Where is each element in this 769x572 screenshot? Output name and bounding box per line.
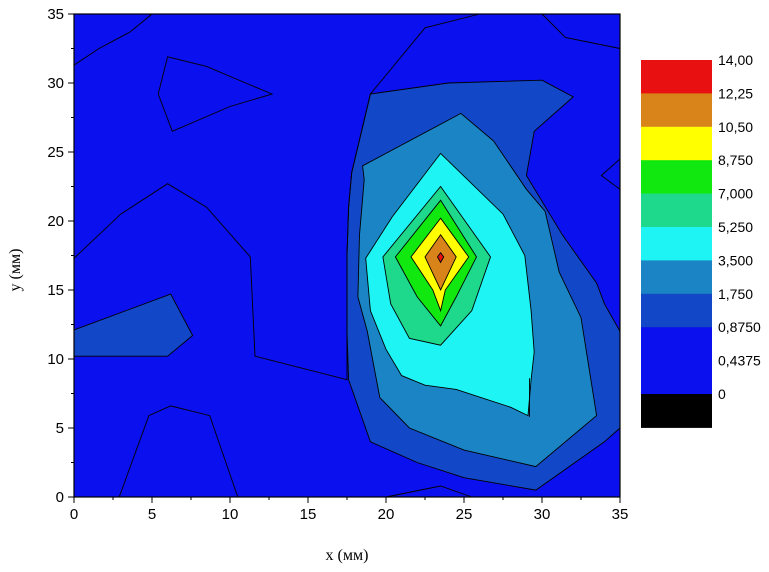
y-tick-label-4: 20: [47, 213, 64, 230]
legend-label-6: 3,500: [718, 252, 753, 268]
color-legend: 14,00 12,25 10,50 8,750 7,000 5,250 3,500 1,750…: [641, 52, 761, 428]
legend-label-8: 0,8750: [718, 319, 761, 335]
legend-label-4: 7,000: [718, 186, 753, 202]
legend-label-5: 5,250: [718, 219, 753, 235]
legend-swatch-9: [641, 361, 712, 395]
legend-swatch-0: [641, 60, 712, 94]
legend-swatch-7: [641, 294, 712, 328]
y-tick-label-5: 25: [47, 144, 64, 161]
x-tick-label-3: 15: [300, 506, 317, 523]
legend-swatch-5: [641, 227, 712, 261]
x-tick-label-6: 30: [534, 506, 551, 523]
legend-label-3: 8,750: [718, 152, 753, 168]
x-tick-label-1: 5: [148, 506, 156, 523]
legend-swatch-6: [641, 260, 712, 294]
legend-swatch-4: [641, 194, 712, 228]
legend-label-7: 1,750: [718, 286, 753, 302]
legend-label-10: 0: [718, 386, 726, 402]
y-tick-label-2: 10: [47, 351, 64, 368]
y-tick-label-6: 30: [47, 75, 64, 92]
x-tick-label-2: 10: [222, 506, 239, 523]
y-tick-label-3: 15: [47, 282, 64, 299]
legend-swatch-8: [641, 327, 712, 361]
legend-label-9: 0,4375: [718, 353, 761, 369]
x-tick-label-4: 20: [378, 506, 395, 523]
legend-label-0: 14,00: [718, 52, 753, 68]
x-tick-label-5: 25: [456, 506, 473, 523]
x-axis-label: x (мм): [326, 547, 369, 564]
y-tick-label-1: 5: [56, 420, 64, 437]
legend-swatch-1: [641, 93, 712, 127]
legend-swatch-10: [641, 394, 712, 428]
legend-label-1: 12,25: [718, 85, 753, 101]
legend-swatch-2: [641, 127, 712, 161]
y-tick-label-0: 0: [56, 489, 64, 506]
legend-label-2: 10,50: [718, 119, 753, 135]
y-tick-label-7: 35: [47, 6, 64, 23]
x-tick-label-7: 35: [612, 506, 629, 523]
y-axis-label: y (мм): [7, 249, 24, 292]
x-tick-label-0: 0: [70, 506, 78, 523]
legend-swatch-3: [641, 160, 712, 194]
